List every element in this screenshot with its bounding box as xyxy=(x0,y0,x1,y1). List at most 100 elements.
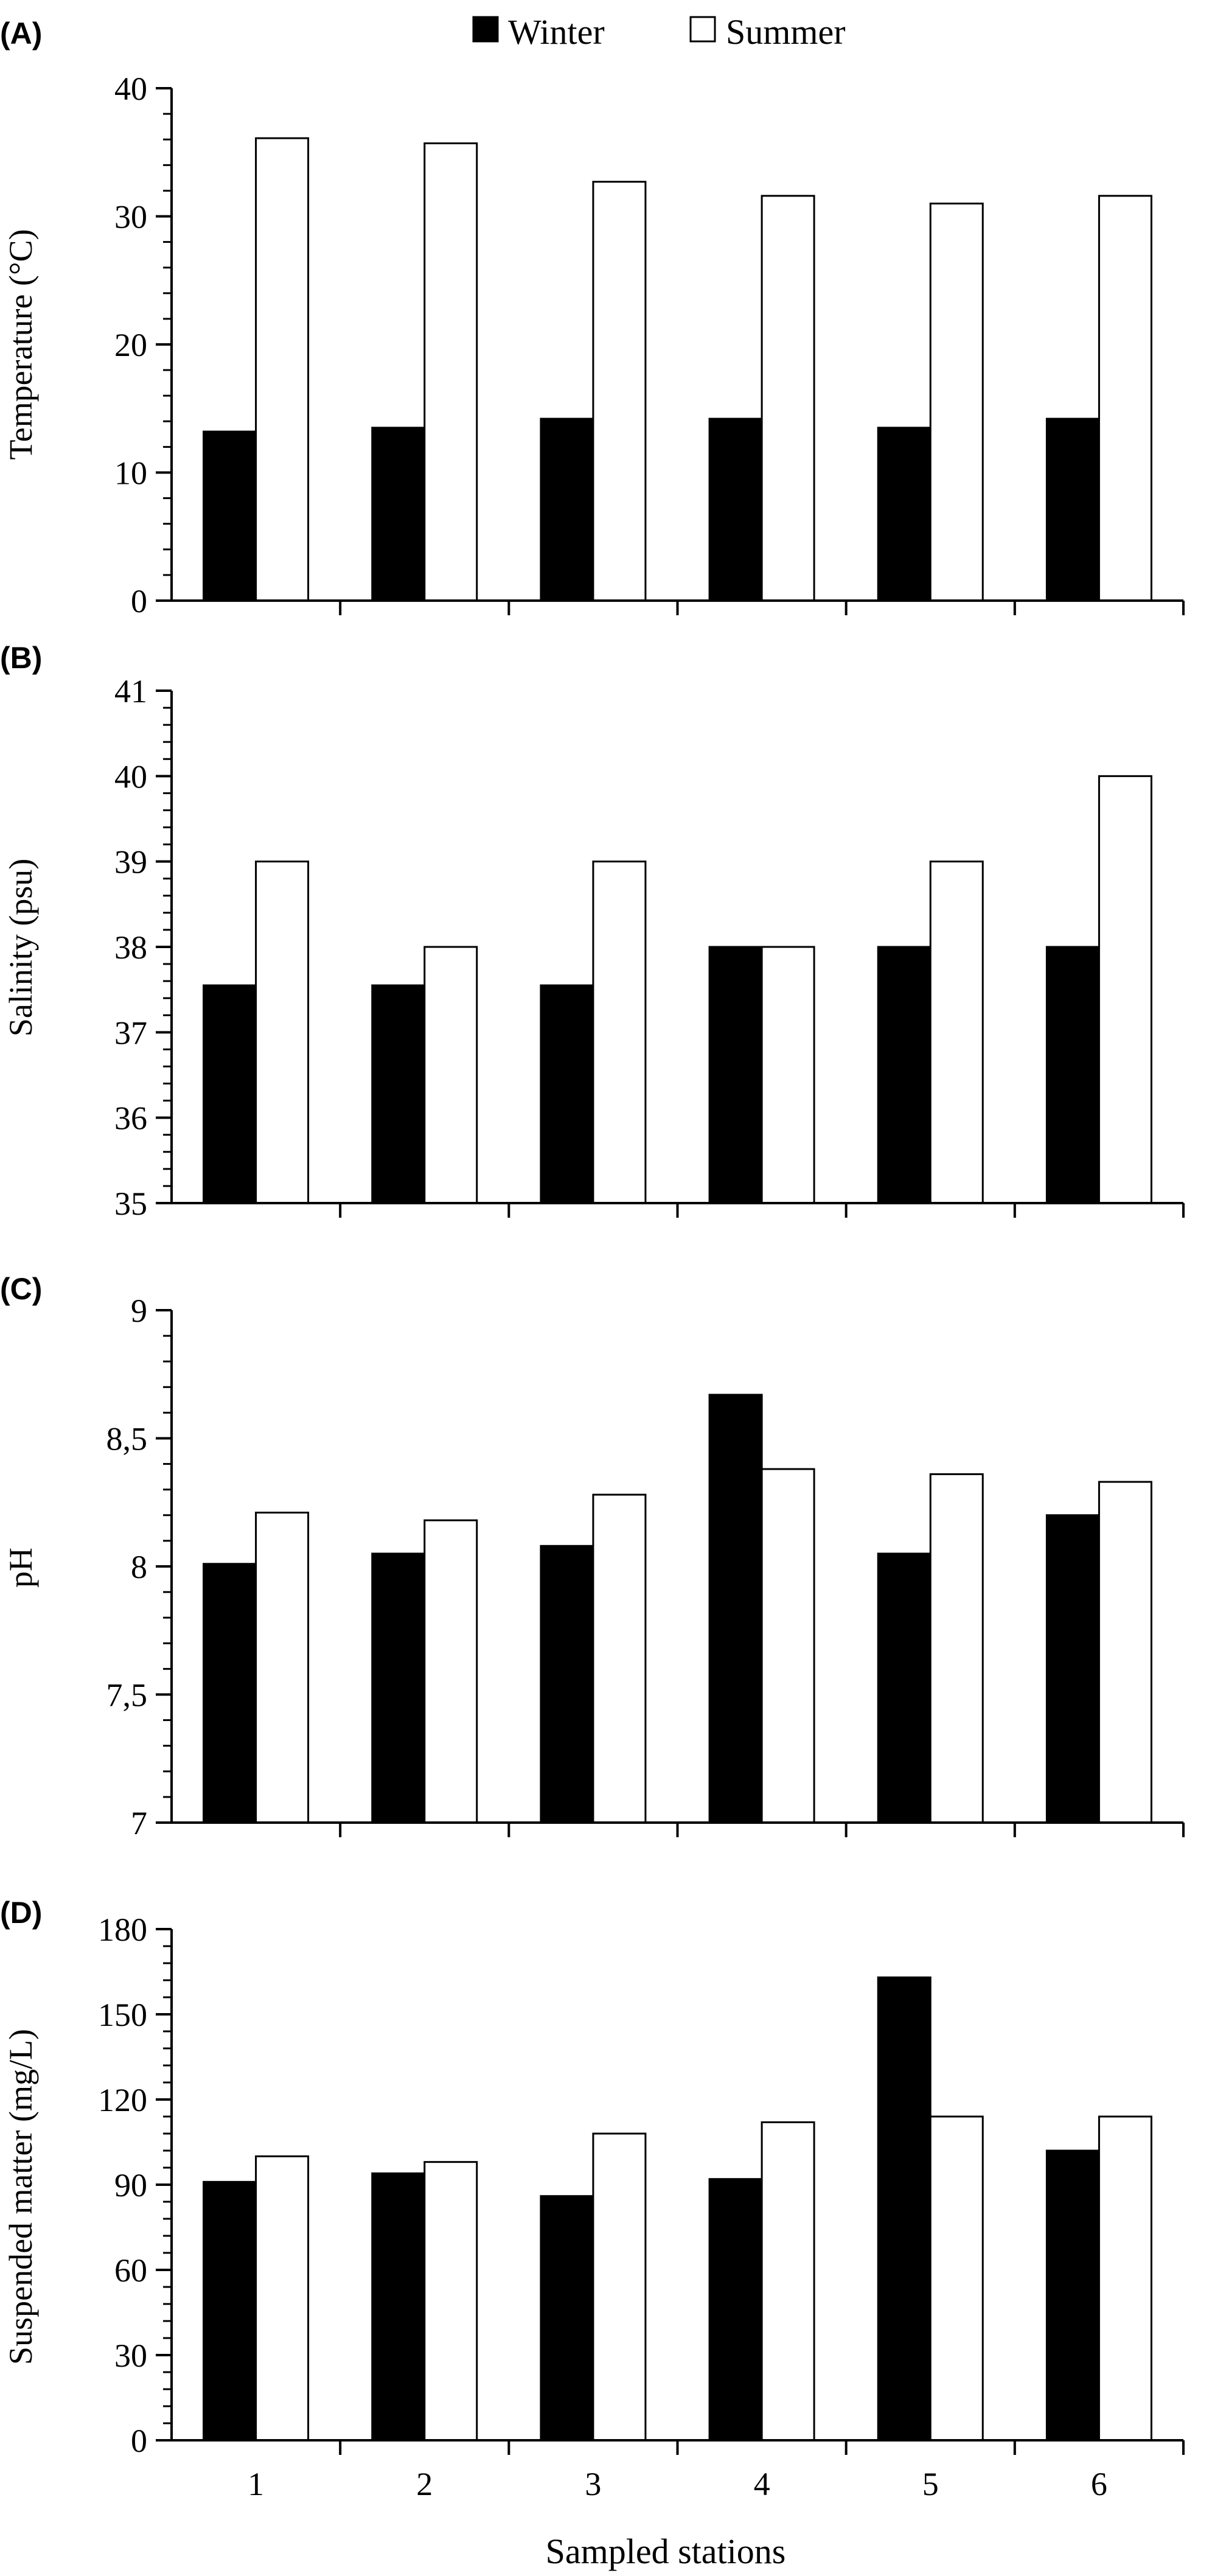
bar-summer-station-4 xyxy=(761,195,815,602)
bar-winter-station-4 xyxy=(708,946,763,1204)
y-tick-label: 60 xyxy=(114,2252,147,2289)
bar-summer-station-6 xyxy=(1098,1481,1152,1824)
bar-winter-station-4 xyxy=(708,1394,763,1824)
legend-swatch-winter xyxy=(472,16,499,43)
y-tick-label: 30 xyxy=(114,2337,147,2374)
bar-winter-station-3 xyxy=(540,417,594,602)
y-tick-label: 37 xyxy=(114,1014,147,1051)
y-tick-label: 8,5 xyxy=(106,1421,148,1457)
y-tick-label: 10 xyxy=(114,455,147,492)
bar-summer-station-3 xyxy=(592,2132,647,2442)
y-tick-label: 9 xyxy=(131,1293,147,1329)
y-tick-label: 90 xyxy=(114,2167,147,2204)
bar-summer-station-1 xyxy=(255,137,310,602)
bar-winter-station-2 xyxy=(371,427,426,602)
bar-summer-station-5 xyxy=(929,2115,984,2442)
bar-summer-station-4 xyxy=(761,2121,815,2442)
bar-summer-station-3 xyxy=(592,181,647,602)
bar-summer-station-2 xyxy=(423,142,478,602)
bar-summer-station-3 xyxy=(592,1493,647,1824)
y-tick-label: 38 xyxy=(114,929,147,966)
y-axis-label: pH xyxy=(2,1548,39,1588)
bar-winter-station-5 xyxy=(877,1976,932,2442)
bar-winter-station-6 xyxy=(1045,1514,1100,1824)
y-tick-label: 30 xyxy=(114,199,147,236)
bar-winter-station-1 xyxy=(203,984,257,1204)
plot-area: 0 30 60 90 120 150 180 1 2 3 4 5 6 xyxy=(98,1911,1185,2502)
bar-summer-station-6 xyxy=(1098,775,1152,1204)
panel-c: (C) pH 7 7,5 8 8,5 9 xyxy=(0,1272,1185,1841)
y-tick-label: 20 xyxy=(114,327,147,363)
bar-winter-station-3 xyxy=(540,1545,594,1824)
y-axis-label: Salinity (psu) xyxy=(2,859,39,1037)
plot-area: 7 7,5 8 8,5 9 xyxy=(106,1293,1185,1841)
y-tick-label: 7,5 xyxy=(106,1677,148,1714)
bar-winter-station-2 xyxy=(371,984,426,1204)
y-tick-label: 120 xyxy=(98,2082,147,2118)
legend-swatch-summer xyxy=(689,16,716,43)
bar-winter-station-6 xyxy=(1045,2149,1100,2442)
plot-area: 35 36 37 38 39 40 41 xyxy=(114,673,1185,1222)
panel-a: (A) Temperature (°C) 0 10 20 30 40 xyxy=(0,16,1185,620)
bar-winter-station-1 xyxy=(203,1563,257,1824)
y-tick-label: 0 xyxy=(131,2423,147,2459)
panel-d: (D) Suspended matter (mg/L) 030609012015… xyxy=(0,1896,1185,2571)
bar-winter-station-1 xyxy=(203,430,257,602)
y-tick-label: 40 xyxy=(114,758,147,795)
bar-winter-station-4 xyxy=(708,2178,763,2442)
bar-summer-station-4 xyxy=(761,946,815,1204)
panel-label: (D) xyxy=(0,1896,42,1930)
y-tick-label: 150 xyxy=(98,1997,147,2033)
x-axis-label: Sampled stations xyxy=(546,2532,786,2571)
bar-winter-station-5 xyxy=(877,427,932,602)
bar-winter-station-6 xyxy=(1045,946,1100,1204)
bar-summer-station-6 xyxy=(1098,195,1152,602)
y-tick-label: 180 xyxy=(98,1911,147,1948)
bar-summer-station-2 xyxy=(423,1519,478,1824)
x-tick-label: 3 xyxy=(585,2466,601,2502)
bar-summer-station-2 xyxy=(423,946,478,1204)
y-tick-label: 8 xyxy=(131,1549,147,1585)
bar-winter-station-2 xyxy=(371,2172,426,2442)
x-tick-label: 2 xyxy=(416,2466,433,2502)
panel-b: (B) Salinity (psu) 35 36 37 38 39 40 41 xyxy=(0,641,1185,1222)
y-tick-label: 41 xyxy=(114,673,147,710)
plot-area: 0 10 20 30 40 xyxy=(114,71,1185,620)
bar-summer-station-6 xyxy=(1098,2115,1152,2442)
panel-label: (C) xyxy=(0,1272,42,1306)
bar-summer-station-1 xyxy=(255,2155,310,2442)
bar-summer-station-5 xyxy=(929,1473,984,1824)
bar-summer-station-4 xyxy=(761,1468,815,1824)
bar-winter-station-2 xyxy=(371,1552,426,1824)
bar-summer-station-1 xyxy=(255,1512,310,1824)
bar-winter-station-3 xyxy=(540,984,594,1204)
y-tick-label: 35 xyxy=(114,1185,147,1222)
bar-summer-station-5 xyxy=(929,860,984,1204)
x-tick-label: 4 xyxy=(754,2466,770,2502)
bar-summer-station-1 xyxy=(255,860,310,1204)
bar-winter-station-5 xyxy=(877,946,932,1204)
legend: Winter Summer xyxy=(472,12,846,52)
y-tick-label: 39 xyxy=(114,844,147,881)
panel-label: (B) xyxy=(0,641,42,675)
legend-label-summer: Summer xyxy=(726,12,846,52)
y-axis-label: Suspended matter (mg/L) xyxy=(2,2029,39,2365)
legend-label-winter: Winter xyxy=(508,12,605,52)
bar-winter-station-5 xyxy=(877,1552,932,1824)
y-axis-label: Temperature (°C) xyxy=(2,229,39,459)
y-tick-label: 40 xyxy=(114,71,147,107)
panel-label: (A) xyxy=(0,16,42,51)
x-tick-label: 5 xyxy=(922,2466,939,2502)
x-tick-label: 6 xyxy=(1091,2466,1107,2502)
bar-summer-station-5 xyxy=(929,202,984,602)
bar-summer-station-3 xyxy=(592,860,647,1204)
x-tick-label: 1 xyxy=(248,2466,264,2502)
bar-winter-station-6 xyxy=(1045,417,1100,602)
bar-summer-station-2 xyxy=(423,2161,478,2442)
bar-winter-station-1 xyxy=(203,2180,257,2442)
bar-winter-station-3 xyxy=(540,2195,594,2442)
y-tick-label: 36 xyxy=(114,1100,147,1137)
bar-winter-station-4 xyxy=(708,417,763,602)
y-tick-label: 7 xyxy=(131,1805,147,1841)
